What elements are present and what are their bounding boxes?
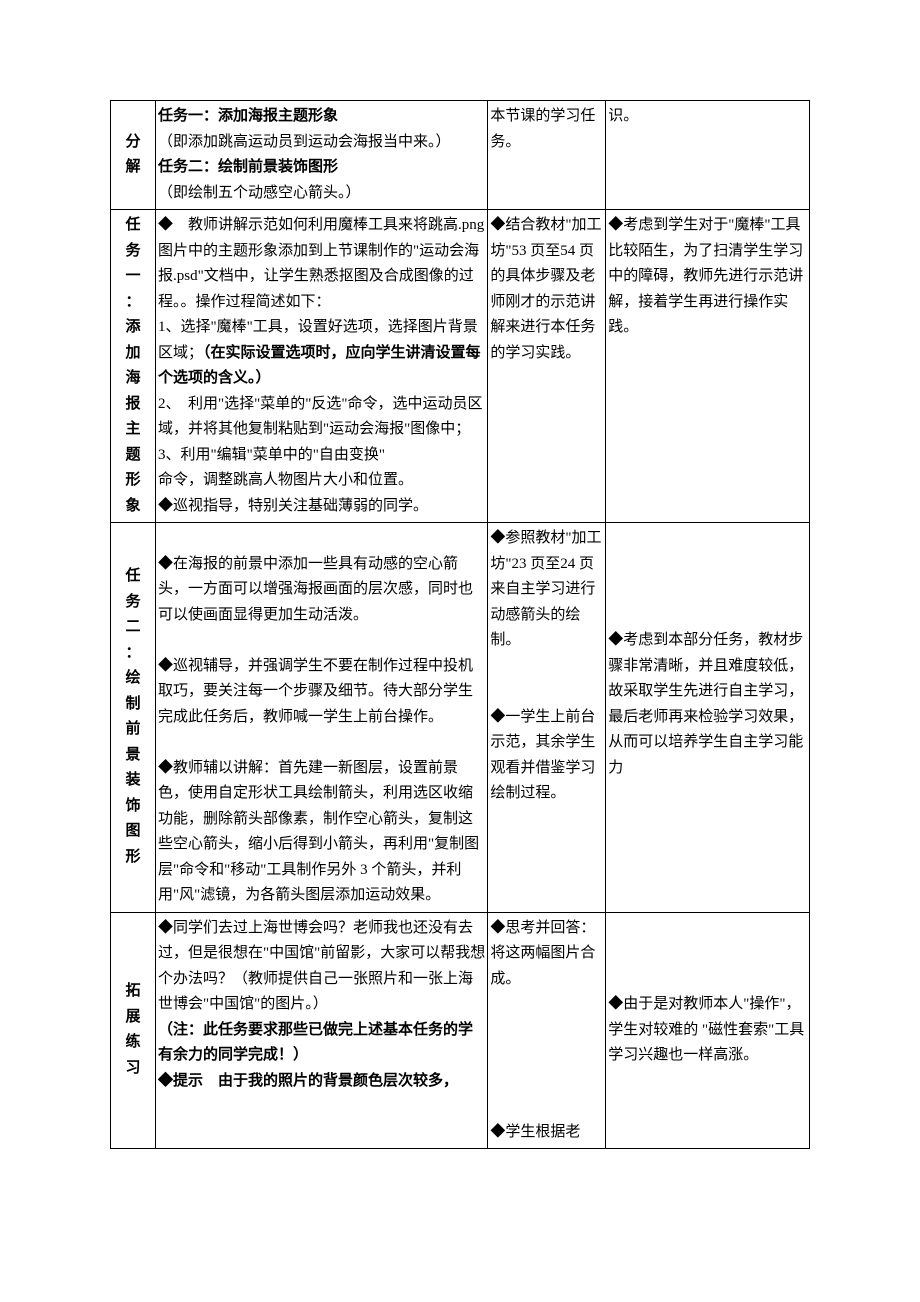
teacher-activity-cell: ◆ 教师讲解示范如何利用魔棒工具来将跳高.png 图片中的主题形象添加到上节课制… <box>156 210 488 523</box>
page-container: 分解任务一：添加海报主题形象（即添加跳高运动员到运动会海报当中来。）任务二：绘制… <box>0 0 920 1209</box>
design-intent-cell: 识。 <box>606 101 810 210</box>
teacher-activity-cell: ◆同学们去过上海世博会吗？老师我也还没有去过，但是很想在"中国馆"前留影，大家可… <box>156 912 488 1149</box>
student-activity-cell: ◆结合教材"加工坊"53 页至54 页的具体步骤及老师刚才的示范讲解来进行本任务… <box>488 210 606 523</box>
table-row: 拓展练习◆同学们去过上海世博会吗？老师我也还没有去过，但是很想在"中国馆"前留影… <box>111 912 810 1149</box>
design-intent-cell: ◆考虑到本部分任务，教材步骤非常清晰，并且难度较低，故采取学生先进行自主学习，最… <box>606 523 810 913</box>
teacher-activity-cell: ◆在海报的前景中添加一些具有动感的空心箭头，一方面可以增强海报画面的层次感，同时… <box>156 523 488 913</box>
table-row: 分解任务一：添加海报主题形象（即添加跳高运动员到运动会海报当中来。）任务二：绘制… <box>111 101 810 210</box>
student-activity-cell: ◆思考并回答：将这两幅图片合成。◆学生根据老 <box>488 912 606 1149</box>
lesson-plan-table: 分解任务一：添加海报主题形象（即添加跳高运动员到运动会海报当中来。）任务二：绘制… <box>110 100 810 1149</box>
design-intent-cell: ◆由于是对教师本人"操作"，学生对较难的 "磁性套索"工具学习兴趣也一样高涨。 <box>606 912 810 1149</box>
row-label: 任务二：绘制前景装饰图形 <box>111 523 156 913</box>
student-activity-cell: ◆参照教材"加工坊"23 页至24 页来自主学习进行动感箭头的绘制。◆一学生上前… <box>488 523 606 913</box>
row-label: 任务一：添加海报主题形象 <box>111 210 156 523</box>
table-row: 任务一：添加海报主题形象◆ 教师讲解示范如何利用魔棒工具来将跳高.png 图片中… <box>111 210 810 523</box>
design-intent-cell: ◆考虑到学生对于"魔棒"工具比较陌生，为了扫清学生学习中的障碍，教师先进行示范讲… <box>606 210 810 523</box>
row-label: 拓展练习 <box>111 912 156 1149</box>
teacher-activity-cell: 任务一：添加海报主题形象（即添加跳高运动员到运动会海报当中来。）任务二：绘制前景… <box>156 101 488 210</box>
row-label: 分解 <box>111 101 156 210</box>
student-activity-cell: 本节课的学习任务。 <box>488 101 606 210</box>
table-row: 任务二：绘制前景装饰图形 ◆在海报的前景中添加一些具有动感的空心箭头，一方面可以… <box>111 523 810 913</box>
